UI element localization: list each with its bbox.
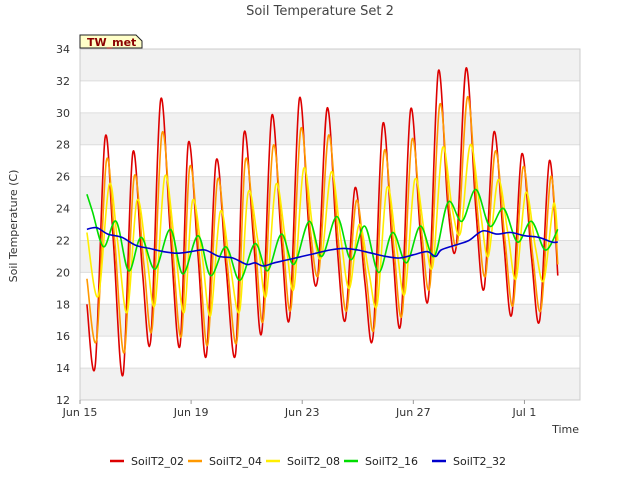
x-tick-label: Jun 19 <box>173 406 209 419</box>
y-tick-label: 14 <box>56 362 70 375</box>
plot-band <box>80 304 580 337</box>
x-axis-ticks: Jun 15 Jun 19 Jun 23 Jun 27 Jul 1 <box>62 400 537 419</box>
legend-label: SoilT2_32 <box>453 455 506 468</box>
y-tick-label: 22 <box>56 234 70 247</box>
y-tick-label: 18 <box>56 298 70 311</box>
site-badge-label: TW_met <box>87 36 136 49</box>
y-tick-label: 28 <box>56 139 70 152</box>
plot-band <box>80 49 580 81</box>
series-line-soilt2-16 <box>86 188 559 282</box>
y-tick-label: 12 <box>56 394 70 407</box>
y-axis-label: Soil Temperature (C) <box>7 170 20 283</box>
site-badge: TW_met <box>79 34 143 49</box>
plot-band <box>80 368 580 400</box>
plot-area-frame <box>79 48 581 401</box>
x-tick-label: Jun 15 <box>62 406 98 419</box>
y-axis-ticks: 12 14 16 18 20 22 24 26 28 30 32 34 <box>56 43 70 407</box>
site-badge-shape <box>79 34 143 49</box>
y-tick-label: 24 <box>56 203 70 216</box>
series-line-soilt2-02 <box>86 67 559 377</box>
legend-label: SoilT2_08 <box>287 455 340 468</box>
y-tick-label: 32 <box>56 75 70 88</box>
legend-label: SoilT2_04 <box>209 455 262 468</box>
legend-label: SoilT2_02 <box>131 455 184 468</box>
series-line-soilt2-32 <box>86 226 558 267</box>
y-tick-label: 30 <box>56 107 70 120</box>
series-lines <box>86 67 559 377</box>
chart-title: Soil Temperature Set 2 <box>246 4 394 19</box>
y-tick-label: 20 <box>56 266 70 279</box>
y-tick-label: 34 <box>56 43 70 56</box>
x-tick-label: Jul 1 <box>512 406 537 419</box>
legend: SoilT2_02 SoilT2_04 SoilT2_08 SoilT2_16 Soil… <box>110 455 506 468</box>
x-tick-label: Jun 27 <box>395 406 431 419</box>
y-tick-label: 16 <box>56 330 70 343</box>
legend-label: SoilT2_16 <box>365 455 418 468</box>
series-line-soilt2-04 <box>86 96 559 354</box>
series-line-soilt2-08 <box>86 143 559 317</box>
x-axis-label: Time <box>551 423 579 436</box>
x-tick-label: Jun 23 <box>284 406 320 419</box>
y-tick-label: 26 <box>56 171 70 184</box>
